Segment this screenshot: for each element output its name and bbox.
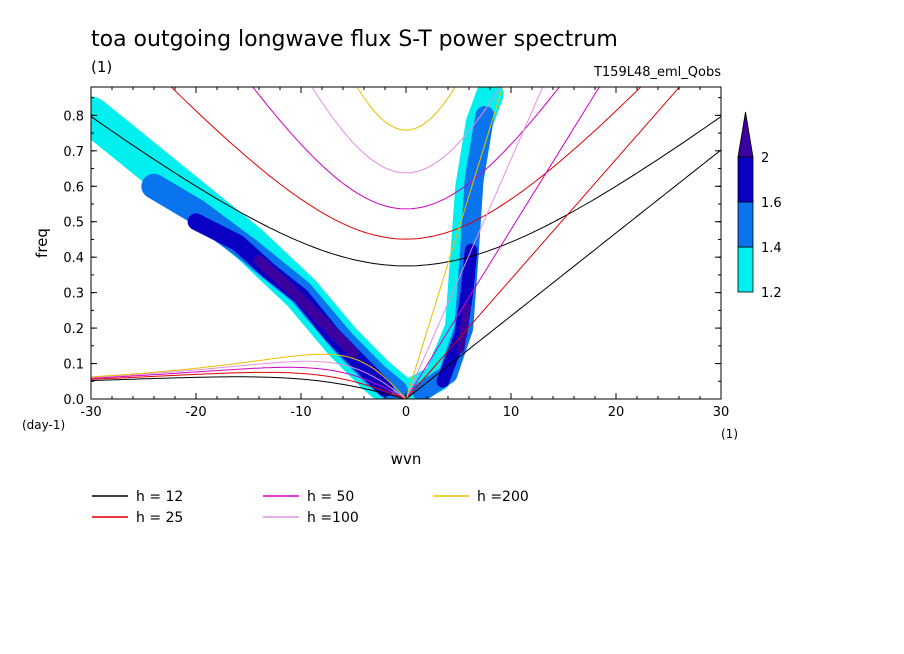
x-tick-label-2: -10 (290, 405, 311, 420)
legend-label-1: h = 25 (136, 510, 183, 526)
rossby-curve-2 (91, 366, 407, 399)
gravity-curve-1 (170, 87, 642, 240)
y-tick-label-2: 0.2 (63, 322, 84, 337)
x-tick-label-1: -20 (185, 405, 206, 420)
spectral-power-shading (91, 87, 504, 399)
plot-background (91, 87, 721, 399)
colorbar: 1.2 1.4 1.6 2 (737, 111, 782, 301)
plot-area: -30 -20 -10 0 10 20 30 0.0 0.1 0.2 0.3 0.4 0.5 0.6 0.7… (63, 86, 729, 420)
y-tick-label-6: 0.6 (63, 180, 84, 195)
power-band-3-0 (253, 255, 359, 359)
chart-subtitle-right: T159L48_eml_Qobs (593, 65, 721, 80)
x-tick-label-4: 10 (503, 405, 520, 420)
x-axis-label: wvn (391, 450, 422, 468)
kelvin-curve-3 (405, 87, 544, 399)
x-tick-label-5: 20 (608, 405, 625, 420)
legend-label-2: h = 50 (307, 489, 354, 505)
legend: h = 12 h = 25 h = 50 h =100 h =200 (92, 489, 529, 526)
x-tick-label-6: 30 (713, 405, 730, 420)
colorbar-label-2: 1.6 (761, 196, 782, 211)
y-axis-unit: (day-1) (22, 418, 65, 432)
x-tick-label-3: 0 (402, 405, 410, 420)
curve-group-4 (91, 87, 504, 399)
axis-ticks: -30 -20 -10 0 10 20 30 0.0 0.1 0.2 0.3 0.4 0.5 0.6 0.7… (63, 87, 729, 420)
y-tick-label-0: 0.0 (63, 393, 84, 408)
x-tick-label-0: -30 (80, 405, 101, 420)
y-axis-label: freq (33, 228, 51, 258)
rossby-curve-4 (91, 353, 407, 399)
kelvin-curve-1 (405, 87, 681, 399)
gravity-curve-2 (252, 87, 560, 210)
colorbar-label-1: 1.4 (761, 241, 782, 256)
kelvin-curve-4 (405, 87, 504, 399)
gravity-curve-4 (356, 87, 456, 131)
power-band-3-1 (456, 303, 471, 354)
curve-group-1 (91, 87, 681, 399)
y-tick-label-7: 0.7 (63, 145, 84, 160)
chart-title: toa outgoing longwave flux S-T power spe… (91, 27, 618, 52)
kelvin-curve-0 (405, 149, 721, 399)
legend-label-0: h = 12 (136, 489, 183, 505)
curve-group-0 (91, 116, 721, 399)
colorbar-extend-triangle (737, 111, 754, 158)
y-tick-label-4: 0.4 (63, 251, 84, 266)
colorbar-label-3: 2 (761, 151, 769, 166)
kelvin-curve-2 (405, 87, 600, 399)
x-axis-unit: (1) (721, 427, 738, 441)
legend-label-4: h =200 (477, 489, 529, 505)
colorbar-swatch-1 (737, 201, 754, 248)
y-tick-label-1: 0.1 (63, 358, 84, 373)
gravity-curve-3 (311, 87, 501, 174)
y-tick-label-3: 0.3 (63, 287, 84, 302)
dispersion-curves (91, 87, 721, 399)
colorbar-label-0: 1.2 (761, 286, 782, 301)
colorbar-swatch-2 (737, 156, 754, 203)
y-tick-label-5: 0.5 (63, 216, 84, 231)
rossby-curve-3 (91, 360, 407, 399)
chart-subtitle-left: (1) (91, 58, 112, 76)
rossby-curve-1 (91, 371, 407, 399)
curve-group-2 (91, 87, 600, 399)
y-tick-label-8: 0.8 (63, 109, 84, 124)
legend-label-3: h =100 (307, 510, 359, 526)
gravity-curve-0 (91, 116, 721, 267)
colorbar-swatch-0 (737, 246, 754, 293)
rossby-curve-0 (91, 376, 407, 399)
curve-group-3 (91, 87, 544, 399)
